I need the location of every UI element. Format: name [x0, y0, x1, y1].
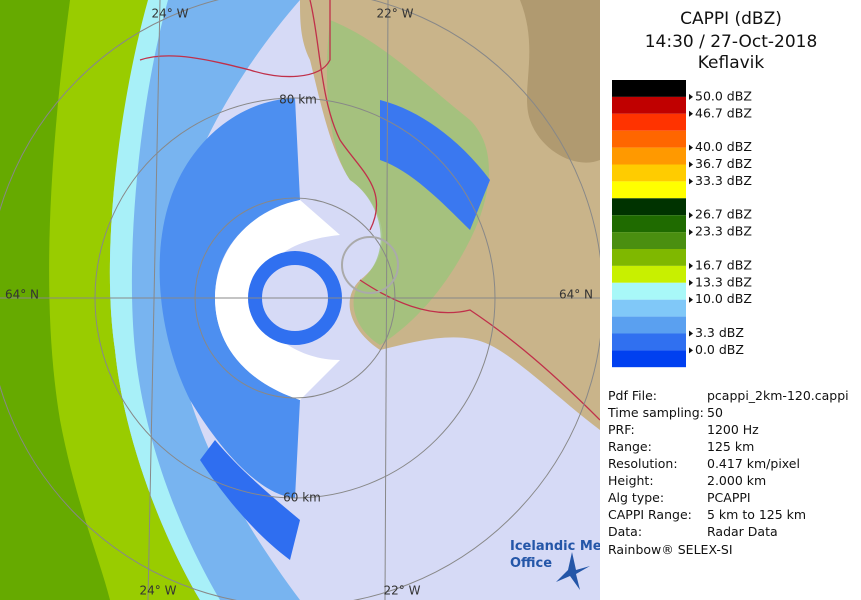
legend-label: 0.0 dBZ	[695, 342, 744, 357]
range-ring	[194, 197, 396, 399]
radar-map: 24° W 22° W 24° W 22° W 64° N 64° N 80 k…	[0, 0, 600, 600]
legend-swatch	[612, 147, 686, 165]
info-value: Radar Data	[707, 524, 778, 539]
legend-swatch	[612, 164, 686, 182]
lowland	[326, 20, 489, 345]
legend-swatch	[612, 249, 686, 266]
map-label: 22° W	[384, 584, 421, 598]
legend-swatch	[612, 181, 686, 199]
legend-marker	[689, 296, 693, 303]
legend-swatch	[612, 265, 686, 283]
echo-clear	[215, 200, 340, 400]
panel-title: CAPPI (dBZ)	[680, 9, 782, 29]
info-key: CAPPI Range:	[608, 507, 692, 522]
echo-cyan	[109, 0, 220, 600]
legend-label: 33.3 dBZ	[695, 173, 752, 188]
meridian	[147, 0, 161, 600]
range-ring	[94, 97, 496, 499]
legend-marker	[689, 110, 693, 117]
info-value: pcappi_2km-120.cappi	[707, 388, 849, 403]
info-value: 2.000 km	[707, 473, 766, 488]
legend-swatch	[612, 316, 686, 334]
legend-label: 46.7 dBZ	[695, 105, 752, 120]
map-label: 64° N	[559, 288, 593, 302]
legend-swatch	[612, 215, 686, 233]
legend-swatch	[612, 113, 686, 131]
map-label: 24° W	[140, 584, 177, 598]
logo-text: Icelandic Met	[510, 539, 600, 554]
legend-swatch	[612, 333, 686, 351]
highland	[520, 0, 600, 163]
legend-label: 16.7 dBZ	[695, 257, 752, 272]
info-value: 0.417 km/pixel	[707, 456, 800, 471]
legend-label: 3.3 dBZ	[695, 325, 744, 340]
legend-label: 23.3 dBZ	[695, 224, 752, 239]
map-label: 24° W	[152, 7, 189, 21]
echo-blue-south	[200, 440, 300, 560]
info-key: PRF:	[608, 422, 635, 437]
info-key: Alg type:	[608, 490, 664, 505]
map-label: 60 km	[283, 491, 321, 505]
legend-marker	[689, 330, 693, 337]
legend-swatch	[612, 350, 686, 368]
coastline-north	[139, 0, 331, 78]
legend-swatch	[612, 282, 686, 300]
legend-label: 26.7 dBZ	[695, 207, 752, 222]
logo-text: Office	[510, 556, 552, 571]
footer: Rainbow® SELEX-SI	[608, 542, 733, 557]
panel-site: Keflavik	[698, 53, 765, 73]
color-legend: 50.0 dBZ 46.7 dBZ 40.0 dBZ 36.7 dBZ 33.3 dBZ…	[612, 80, 752, 400]
site-ring	[341, 236, 399, 294]
legend-marker	[689, 347, 693, 354]
info-key: Pdf File:	[608, 388, 657, 403]
legend-marker	[689, 178, 693, 185]
meridian	[384, 0, 389, 600]
info-value: PCAPPI	[707, 490, 751, 505]
legend-swatch	[612, 299, 686, 317]
legend-label: 36.7 dBZ	[695, 156, 752, 171]
info-value: 5 km to 125 km	[707, 507, 806, 522]
legend-marker	[689, 229, 693, 236]
legend-marker	[689, 144, 693, 151]
info-key: Range:	[608, 439, 652, 454]
info-value: 1200 Hz	[707, 422, 759, 437]
legend-label: 10.0 dBZ	[695, 291, 752, 306]
echo-blue	[159, 98, 300, 498]
legend-swatch	[612, 232, 686, 249]
legend-marker	[689, 279, 693, 286]
info-key: Data:	[608, 524, 642, 539]
legend-marker	[689, 161, 693, 168]
info-value: 125 km	[707, 439, 754, 454]
legend-swatch	[612, 80, 686, 97]
legend-marker	[689, 93, 693, 100]
info-value: 50	[707, 405, 723, 420]
legend-label: 40.0 dBZ	[695, 139, 752, 154]
info-key: Time sampling:	[607, 405, 704, 420]
legend-marker	[689, 262, 693, 269]
legend-label: 50.0 dBZ	[695, 88, 752, 103]
map-label: 22° W	[377, 7, 414, 21]
legend-swatch	[612, 96, 686, 114]
legend-marker	[689, 212, 693, 219]
info-key: Height:	[608, 473, 654, 488]
map-label: 64° N	[5, 288, 39, 302]
info-key: Resolution:	[608, 456, 678, 471]
legend-label: 13.3 dBZ	[695, 274, 752, 289]
coastline	[309, 0, 600, 421]
logo-icon	[556, 552, 590, 590]
side-panel: CAPPI (dBZ) 14:30 / 27-Oct-2018 Keflavik…	[607, 9, 849, 557]
panel-time: 14:30 / 27-Oct-2018	[645, 32, 818, 52]
map-label: 80 km	[279, 93, 317, 107]
legend-swatch	[612, 367, 686, 400]
legend-swatch	[612, 198, 686, 216]
legend-swatch	[612, 130, 686, 148]
